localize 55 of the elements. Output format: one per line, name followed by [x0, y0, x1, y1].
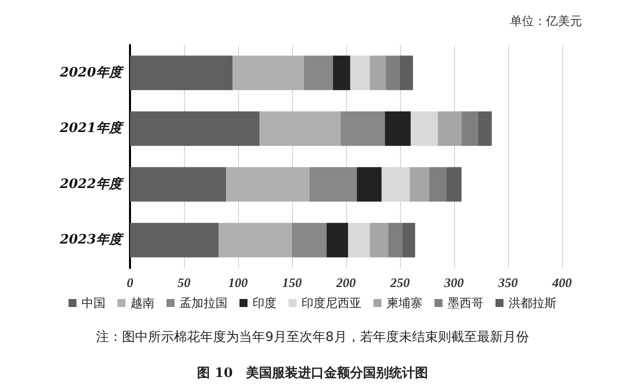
bar	[384, 111, 411, 146]
legend-label: 墨西哥	[448, 296, 484, 310]
bar	[260, 111, 341, 146]
legend-label: 柬埔寨	[386, 296, 422, 310]
y-tick-label: 2023年度	[58, 232, 125, 248]
bar	[462, 111, 478, 146]
bar	[410, 111, 438, 146]
bar	[309, 167, 357, 202]
x-tick-label: 250	[389, 275, 410, 290]
bar	[446, 167, 462, 202]
legend-label: 越南	[130, 296, 154, 310]
bar	[348, 222, 370, 258]
bar	[478, 111, 492, 146]
bar	[350, 56, 370, 90]
x-tick-label: 200	[335, 275, 356, 290]
bar	[292, 222, 327, 258]
x-tick-label: 100	[228, 275, 248, 290]
legend-label: 洪都拉斯	[508, 296, 556, 310]
bar	[410, 167, 430, 202]
legend-label: 印度尼西亚	[302, 296, 362, 310]
bar	[333, 56, 350, 90]
x-tick-label: 350	[497, 275, 518, 290]
bar	[340, 111, 385, 146]
bar	[232, 56, 304, 90]
bar	[438, 111, 462, 146]
bar	[130, 167, 226, 202]
legend-label: 孟加拉国	[180, 296, 228, 310]
legend-label: 印度	[252, 296, 276, 310]
bar	[304, 56, 334, 90]
bar	[130, 222, 219, 258]
text: 注：图中所示棉花年度为当年9月至次年8月，若年度未结束则截至最新月份	[96, 329, 529, 345]
x-tick-label: 0	[126, 275, 134, 290]
bar	[370, 222, 388, 258]
bar	[370, 56, 386, 90]
bar	[386, 56, 400, 90]
x-tick-label: 50	[178, 275, 191, 290]
bar	[388, 222, 402, 258]
bar	[130, 56, 233, 90]
y-tick-label: 2022年度	[58, 176, 125, 192]
bar	[130, 111, 260, 146]
y-tick-label: 2020年度	[58, 64, 125, 80]
text: 单位：亿美元	[510, 14, 582, 28]
x-tick-label: 300	[443, 275, 464, 290]
y-tick-label: 2021年度	[58, 120, 125, 136]
bar	[356, 167, 382, 202]
x-tick-label: 150	[282, 275, 302, 290]
bar	[218, 222, 292, 258]
bar	[226, 167, 310, 202]
bar	[429, 167, 446, 202]
x-tick-label: 400	[551, 275, 572, 290]
bar	[402, 222, 416, 258]
text: 图 10 美国服装进口金额分国别统计图	[197, 365, 428, 381]
bar	[400, 56, 413, 90]
bar	[326, 222, 348, 258]
legend-label: 中国	[82, 296, 106, 310]
